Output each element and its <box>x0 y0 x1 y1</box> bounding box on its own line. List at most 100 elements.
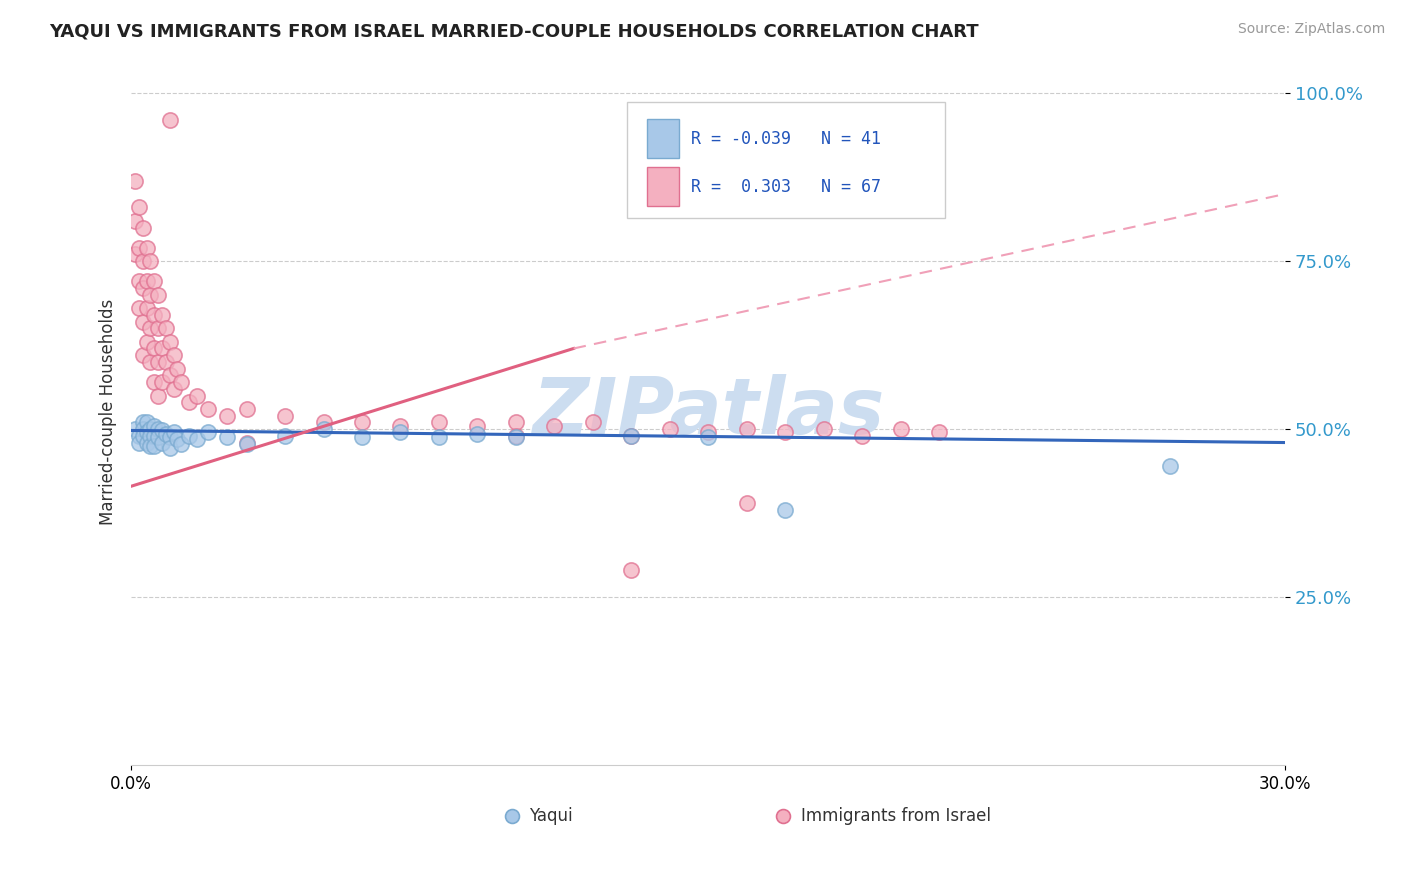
Text: YAQUI VS IMMIGRANTS FROM ISRAEL MARRIED-COUPLE HOUSEHOLDS CORRELATION CHART: YAQUI VS IMMIGRANTS FROM ISRAEL MARRIED-… <box>49 22 979 40</box>
Point <box>143 439 166 453</box>
Point <box>697 425 720 440</box>
Point <box>135 435 157 450</box>
Point <box>162 382 184 396</box>
Point <box>312 422 335 436</box>
Point <box>128 435 150 450</box>
Point <box>146 321 169 335</box>
Point <box>235 401 257 416</box>
Point <box>132 315 155 329</box>
Point <box>159 441 181 455</box>
Point <box>155 427 177 442</box>
Point <box>143 308 166 322</box>
Point <box>851 429 873 443</box>
Point <box>132 416 155 430</box>
Point <box>132 254 155 268</box>
FancyBboxPatch shape <box>627 102 945 219</box>
Point <box>350 416 373 430</box>
Point <box>124 214 146 228</box>
Point <box>197 401 219 416</box>
Point <box>170 375 193 389</box>
Point <box>155 355 177 369</box>
Point <box>135 301 157 315</box>
Point <box>143 375 166 389</box>
Point <box>146 388 169 402</box>
Point <box>735 422 758 436</box>
Point <box>128 274 150 288</box>
Point <box>139 422 162 436</box>
Point <box>139 287 162 301</box>
Point <box>166 432 188 446</box>
Point <box>135 425 157 440</box>
Point <box>543 418 565 433</box>
Point <box>582 416 605 430</box>
Point <box>150 375 173 389</box>
Point <box>697 430 720 444</box>
Point <box>150 424 173 438</box>
Point <box>139 355 162 369</box>
Point <box>620 429 643 443</box>
Point <box>139 429 162 443</box>
Point <box>467 427 489 442</box>
Point <box>124 422 146 436</box>
Y-axis label: Married-couple Households: Married-couple Households <box>100 299 117 525</box>
Point <box>217 409 239 423</box>
Point <box>505 430 527 444</box>
Point <box>389 418 412 433</box>
Text: Yaqui: Yaqui <box>529 807 574 825</box>
Point <box>620 563 643 577</box>
Text: Immigrants from Israel: Immigrants from Israel <box>800 807 990 825</box>
Point <box>128 301 150 315</box>
Point <box>186 388 208 402</box>
Point <box>773 425 796 440</box>
Point <box>132 348 155 362</box>
Point <box>427 416 450 430</box>
Text: ZIPatlas: ZIPatlas <box>531 375 884 450</box>
Point <box>159 368 181 383</box>
Point <box>889 422 911 436</box>
Point <box>350 430 373 444</box>
Point <box>177 429 200 443</box>
Point <box>159 113 181 128</box>
Point <box>177 395 200 409</box>
Point <box>135 274 157 288</box>
Point <box>159 334 181 349</box>
Text: R =  0.303   N = 67: R = 0.303 N = 67 <box>690 178 882 195</box>
Point <box>162 348 184 362</box>
Text: R = -0.039   N = 41: R = -0.039 N = 41 <box>690 129 882 147</box>
Point <box>186 432 208 446</box>
Point <box>274 409 297 423</box>
Point <box>135 334 157 349</box>
Point <box>143 429 166 443</box>
Point <box>467 418 489 433</box>
Point <box>159 430 181 444</box>
Point <box>146 430 169 444</box>
Point <box>128 429 150 443</box>
Point <box>928 425 950 440</box>
Point <box>312 416 335 430</box>
Point <box>139 254 162 268</box>
Point <box>146 355 169 369</box>
Point <box>505 429 527 443</box>
Point <box>143 274 166 288</box>
Point <box>139 321 162 335</box>
FancyBboxPatch shape <box>647 120 679 158</box>
Point <box>274 429 297 443</box>
Point <box>143 342 166 356</box>
Point <box>505 416 527 430</box>
Point <box>170 437 193 451</box>
Point <box>135 416 157 430</box>
Point <box>150 342 173 356</box>
Point <box>128 201 150 215</box>
Point <box>1159 458 1181 473</box>
Point <box>146 422 169 436</box>
Point <box>143 418 166 433</box>
Point <box>146 287 169 301</box>
Point <box>658 422 681 436</box>
Point <box>235 435 257 450</box>
Point <box>132 422 155 436</box>
Point <box>813 422 835 436</box>
Point <box>235 437 257 451</box>
Point <box>162 425 184 440</box>
Point <box>389 425 412 440</box>
Point <box>620 429 643 443</box>
